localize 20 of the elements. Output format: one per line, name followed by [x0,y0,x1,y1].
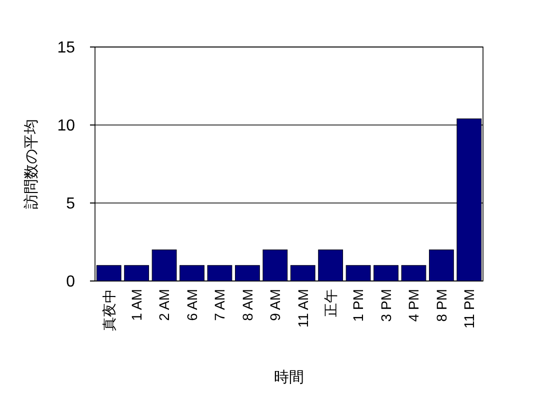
y-tick-label: 10 [57,118,76,135]
x-tick-label: 9 AM [267,289,284,321]
y-tick-label: 5 [66,196,76,213]
y-axis-title: 訪問数の平均 [23,119,40,209]
x-tick-label: 11 AM [294,289,311,328]
x-tick-label: 8 PM [433,289,450,322]
y-tick-label: 15 [57,40,76,57]
x-tick-label: 8 AM [239,289,256,321]
y-tick-label: 0 [66,274,76,291]
x-axis-title: 時間 [274,369,304,386]
x-tick-label: 11 PM [461,289,478,328]
x-tick-label: 1 AM [128,289,144,321]
x-tick-label: 4 PM [406,289,422,322]
x-tick-label: 1 PM [350,289,366,322]
x-tick-label: 7 AM [212,289,228,321]
x-tick-label: 6 AM [184,289,200,321]
x-tick-label: 2 AM [156,289,172,321]
x-tick-label: 真夜中 [100,289,117,331]
x-tick-label: 正午 [322,289,338,317]
x-tick-label: 3 PM [378,289,394,322]
